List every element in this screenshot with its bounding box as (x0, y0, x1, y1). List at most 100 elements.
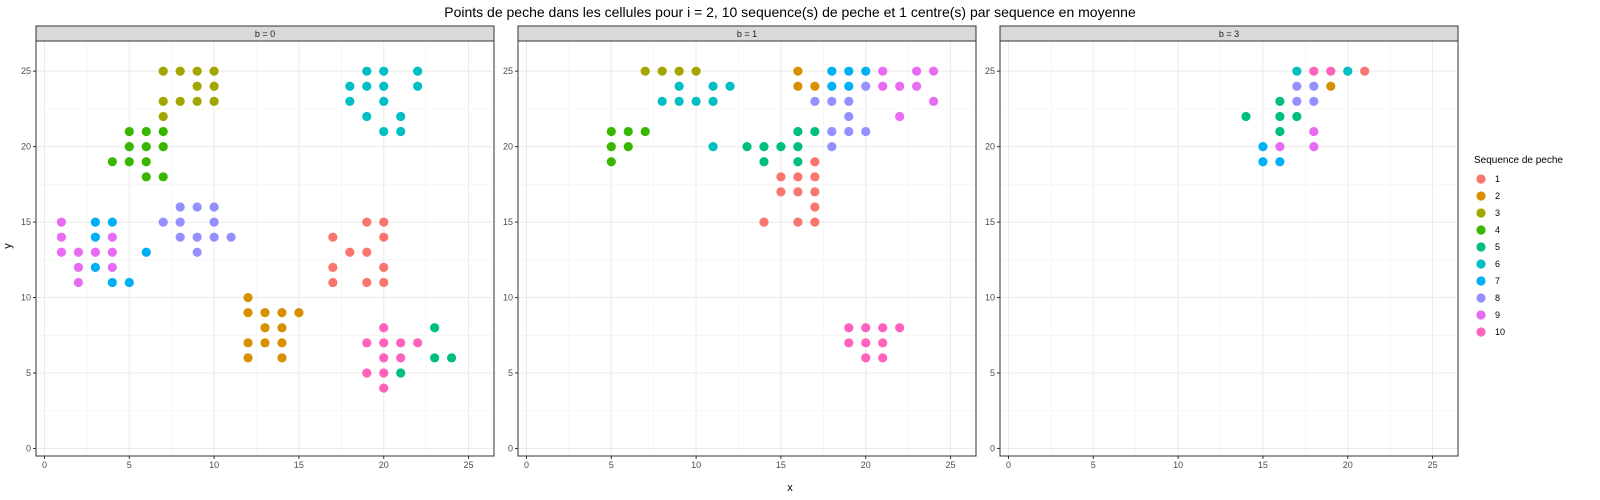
legend-key (1476, 191, 1486, 201)
data-point (708, 81, 718, 91)
panel-border (999, 40, 1459, 457)
data-point (175, 232, 185, 242)
legend-key (1476, 293, 1486, 303)
data-point (793, 142, 803, 152)
data-point (379, 383, 389, 393)
plot-background (518, 41, 976, 456)
data-point (413, 81, 423, 91)
chart-title: Points de peche dans les cellules pour i… (444, 4, 1136, 20)
legend-key (1476, 242, 1486, 252)
data-point (793, 172, 803, 182)
data-point (810, 126, 820, 137)
data-point (1275, 96, 1285, 106)
data-point (1343, 66, 1353, 76)
data-point (759, 142, 769, 152)
data-point (1241, 111, 1251, 122)
x-tick-label: 25 (1428, 460, 1438, 470)
data-point (793, 157, 803, 167)
data-point (810, 202, 820, 212)
data-point (243, 308, 253, 318)
data-point (844, 111, 854, 122)
data-point (861, 323, 871, 333)
data-point (379, 338, 389, 348)
data-point (623, 142, 633, 152)
data-point (708, 96, 718, 106)
data-point (260, 308, 270, 318)
x-tick-label: 20 (861, 460, 871, 470)
data-point (1326, 66, 1336, 76)
data-point (912, 66, 922, 76)
data-point (776, 172, 786, 182)
y-tick-label: 5 (26, 368, 31, 378)
data-point (776, 142, 786, 152)
x-tick-label: 0 (524, 460, 529, 470)
facet-strip-label: b = 0 (255, 29, 275, 39)
data-point (107, 157, 117, 167)
data-point (861, 353, 871, 363)
data-point (192, 66, 202, 76)
data-point (827, 126, 837, 137)
data-point (725, 81, 735, 91)
data-point (362, 277, 372, 288)
data-point (396, 111, 406, 122)
y-tick-label: 20 (985, 142, 995, 152)
data-point (73, 277, 84, 288)
plot-background (1000, 41, 1458, 456)
data-point (861, 66, 871, 76)
data-point (209, 202, 219, 212)
legend-label: 5 (1495, 242, 1500, 252)
data-point (107, 277, 117, 288)
data-point (1258, 142, 1268, 152)
legend: Sequence de peche 1 2 3 4 5 6 7 8 9 10 (1474, 155, 1563, 337)
data-point (379, 353, 389, 363)
x-tick-label: 15 (1258, 460, 1268, 470)
y-tick-label: 25 (985, 66, 995, 76)
data-point (844, 66, 854, 76)
data-point (226, 232, 236, 242)
data-point (640, 126, 650, 137)
data-point (810, 217, 820, 227)
data-point (396, 368, 406, 378)
data-point (878, 81, 888, 91)
data-point (141, 172, 151, 182)
data-point (606, 157, 616, 167)
data-point (396, 338, 406, 348)
data-point (243, 292, 253, 303)
data-point (844, 81, 854, 91)
data-point (328, 277, 338, 288)
data-point (328, 262, 338, 272)
data-point (294, 308, 304, 318)
data-point (141, 142, 151, 152)
x-tick-label: 0 (1006, 460, 1011, 470)
facet-strip-label: b = 3 (1219, 29, 1239, 39)
data-point (691, 66, 701, 76)
data-point (192, 232, 202, 242)
data-point (158, 217, 168, 227)
data-point (209, 81, 219, 91)
data-point (861, 81, 871, 91)
y-axis-title: y (2, 243, 14, 249)
y-tick-label: 0 (26, 443, 31, 453)
data-point (90, 232, 100, 242)
data-point (844, 96, 854, 106)
data-point (430, 353, 440, 363)
data-point (793, 81, 803, 91)
data-point (691, 96, 701, 106)
data-point (277, 338, 287, 348)
data-point (362, 368, 372, 378)
data-point (362, 247, 372, 257)
legend-label: 10 (1495, 327, 1505, 337)
y-tick-label: 10 (503, 293, 513, 303)
y-tick-label: 10 (985, 293, 995, 303)
data-point (1275, 157, 1285, 167)
data-point (759, 217, 769, 227)
data-point (878, 66, 888, 76)
data-point (708, 142, 718, 152)
legend-key (1476, 174, 1486, 184)
legend-key (1476, 327, 1486, 337)
data-point (776, 187, 786, 197)
data-point (209, 66, 219, 76)
data-point (1292, 96, 1302, 106)
legend-label: 9 (1495, 310, 1500, 320)
